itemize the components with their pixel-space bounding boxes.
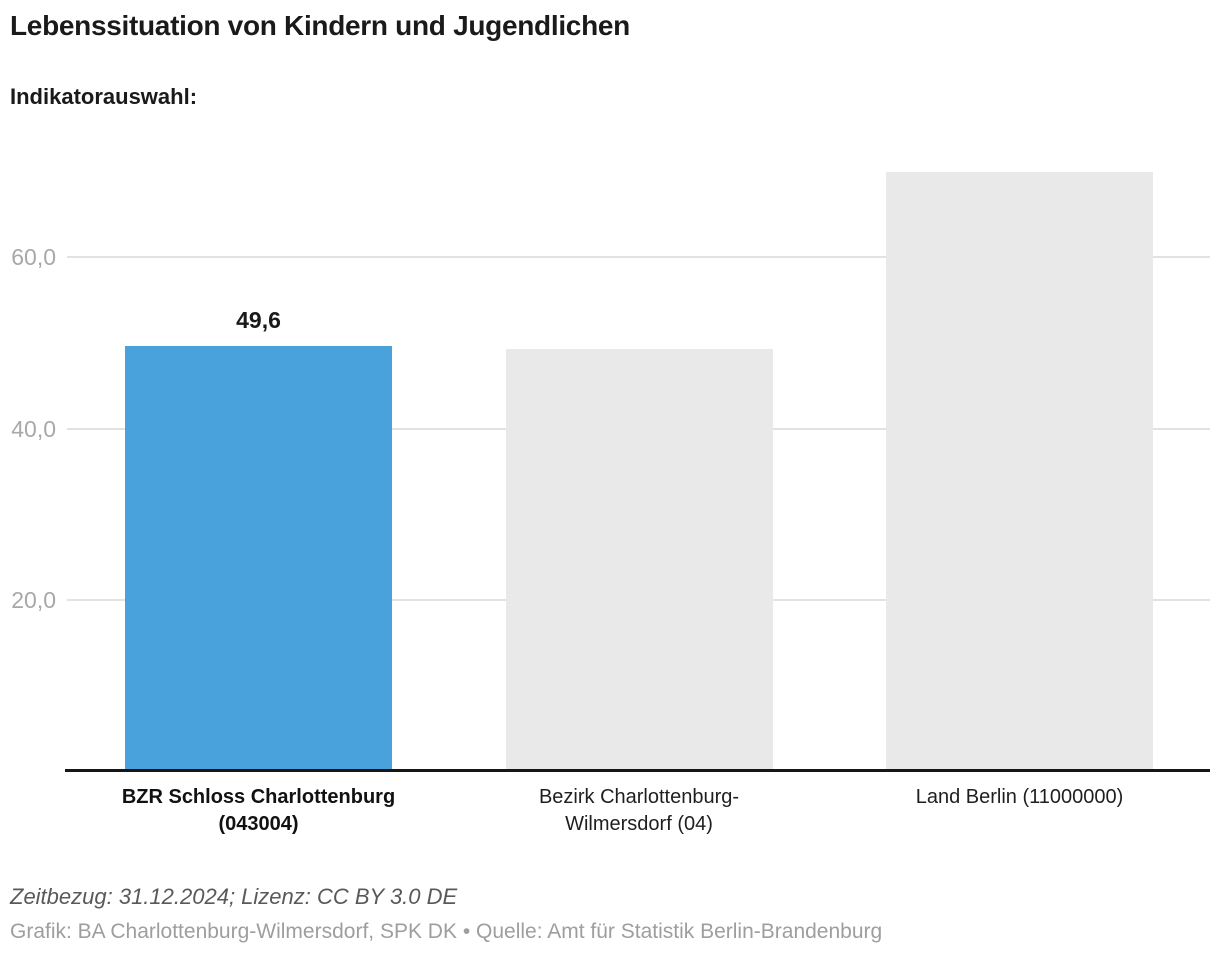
- bar-comparison[interactable]: [505, 348, 773, 772]
- bar-comparison[interactable]: [886, 172, 1153, 772]
- x-axis-line: [65, 769, 1210, 772]
- x-axis-category-label: Bezirk Charlottenburg-Wilmersdorf (04): [538, 786, 740, 835]
- x-axis-category-label: BZR Schloss Charlottenburg (043004): [121, 786, 396, 835]
- chart-title: Lebenssituation von Kindern und Jugendli…: [10, 10, 630, 41]
- y-axis-tick-label: 20,0: [11, 587, 56, 613]
- x-axis-category-label: Land Berlin (11000000): [915, 786, 1124, 808]
- bar-value-label: 49,6: [236, 307, 281, 334]
- y-axis-tick-label: 40,0: [11, 415, 56, 442]
- time-reference-license-note: Zeitbezug: 31.12.2024; Lizenz: CC BY 3.0…: [10, 884, 458, 909]
- y-axis-tick-label: 60,0: [11, 244, 56, 270]
- bar-highlighted[interactable]: [125, 346, 392, 772]
- indicator-selection-label: Indikatorauswahl:: [10, 84, 198, 109]
- source-credit-note: Grafik: BA Charlottenburg-Wilmersdorf, S…: [10, 920, 883, 943]
- gridline: [67, 256, 1210, 258]
